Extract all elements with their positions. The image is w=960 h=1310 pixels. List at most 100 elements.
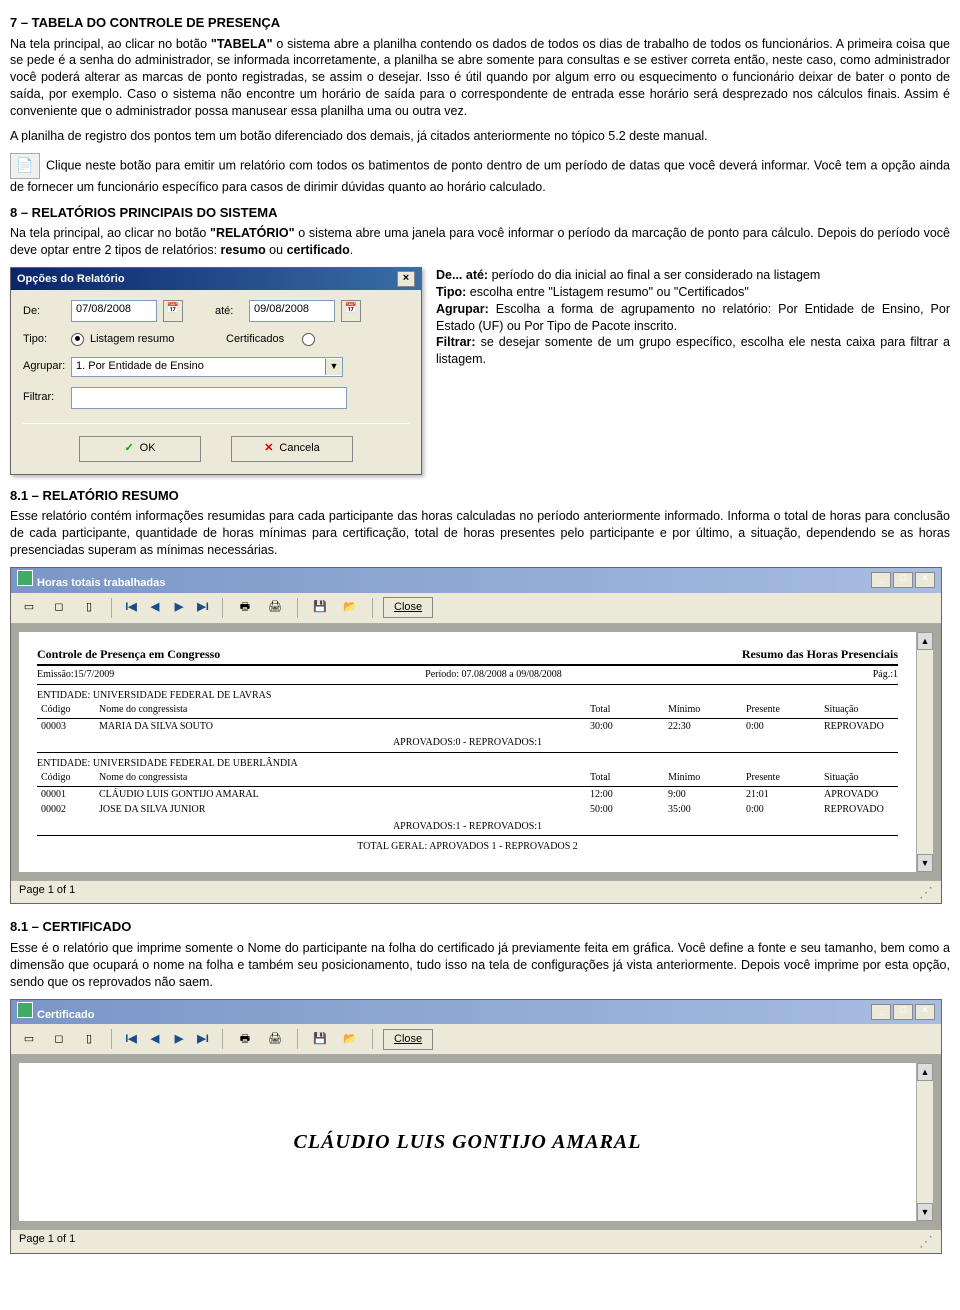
- zoom-fit-icon[interactable]: ▭: [17, 1028, 41, 1050]
- close-button[interactable]: Close: [383, 1029, 433, 1050]
- section8-title: 8 – RELATÓRIOS PRINCIPAIS DO SISTEMA: [10, 204, 950, 222]
- print-icon[interactable]: 🖨: [263, 1028, 287, 1050]
- nav-first-icon[interactable]: I◀: [122, 1028, 140, 1050]
- section7-p3: Clique neste botão para emitir um relató…: [10, 153, 950, 196]
- report-table: Código Nome do congressista Total Mínimo…: [37, 770, 898, 818]
- col-header: Situação: [820, 702, 898, 718]
- scroll-down-icon[interactable]: ▼: [917, 1203, 933, 1221]
- certificate-name: CLÁUDIO LUIS GONTIJO AMARAL: [294, 1129, 642, 1156]
- zoom-width-icon[interactable]: ▯: [77, 1028, 101, 1050]
- tipo-radio-cert[interactable]: [302, 333, 315, 346]
- text-bold: Tipo:: [436, 285, 466, 299]
- section81-title: 8.1 – RELATÓRIO RESUMO: [10, 487, 950, 505]
- nav-last-icon[interactable]: ▶I: [194, 597, 212, 619]
- col-header: Situação: [820, 770, 898, 786]
- text-bold: resumo: [221, 243, 266, 257]
- scroll-up-icon[interactable]: ▲: [917, 1063, 933, 1081]
- agrupar-combo[interactable]: 1. Por Entidade de Ensino ▼: [71, 357, 343, 377]
- scroll-down-icon[interactable]: ▼: [917, 854, 933, 872]
- col-header: Código: [37, 770, 95, 786]
- printer-setup-icon[interactable]: 🖶: [233, 1028, 257, 1050]
- report-pag: Pág.:1: [873, 668, 898, 682]
- report-header-right: Resumo das Horas Presenciais: [742, 646, 898, 662]
- report-entity: ENTIDADE: UNIVERSIDADE FEDERAL DE UBERLÂ…: [37, 753, 898, 771]
- minimize-icon[interactable]: _: [871, 572, 891, 588]
- col-header: Total: [586, 702, 664, 718]
- printer-setup-icon[interactable]: 🖶: [233, 597, 257, 619]
- report-periodo: Período: 07.08/2008 a 09/08/2008: [425, 668, 562, 682]
- report-summary: APROVADOS:1 - REPROVADOS:1: [37, 818, 898, 837]
- combo-value: 1. Por Entidade de Ensino: [76, 359, 204, 374]
- text: escolha entre "Listagem resumo" ou "Cert…: [466, 285, 748, 299]
- dialog-field-descriptions: De... até: período do dia inicial ao fin…: [436, 267, 950, 368]
- maximize-icon[interactable]: □: [893, 1004, 913, 1020]
- nav-next-icon[interactable]: ▶: [170, 1028, 188, 1050]
- text: Clique neste botão para emitir um relató…: [10, 158, 950, 194]
- open-icon[interactable]: 📂: [338, 1028, 362, 1050]
- ok-button[interactable]: ✓ OK: [79, 436, 201, 462]
- tipo-radio-resumo[interactable]: [71, 333, 84, 346]
- report-page: Controle de Presença em Congresso Resumo…: [19, 632, 916, 872]
- ok-label: OK: [140, 441, 156, 456]
- zoom-fit-icon[interactable]: ▭: [17, 597, 41, 619]
- print-icon[interactable]: 🖨: [263, 597, 287, 619]
- nav-next-icon[interactable]: ▶: [170, 597, 188, 619]
- cancel-label: Cancela: [279, 441, 319, 456]
- table-row: 00002 JOSE DA SILVA JUNIOR 50:00 35:00 0…: [37, 802, 898, 818]
- cancel-button[interactable]: ✕ Cancela: [231, 436, 353, 462]
- section81-p1: Esse relatório contém informações resumi…: [10, 508, 950, 559]
- col-header: Código: [37, 702, 95, 718]
- text-bold: "TABELA": [211, 37, 273, 51]
- text-bold: certificado: [287, 243, 350, 257]
- filtrar-label: Filtrar:: [23, 390, 65, 405]
- statusbar: Page 1 of 1 ⋰: [11, 880, 941, 904]
- cert-toolbar: ▭ ◻ ▯ I◀ ◀ ▶ ▶I 🖶 🖨 💾 📂 Close: [11, 1024, 941, 1055]
- zoom-width-icon[interactable]: ▯: [77, 597, 101, 619]
- report-total: TOTAL GERAL: APROVADOS 1 - REPROVADOS 2: [37, 836, 898, 858]
- report-emissao: Emissão:15/7/2009: [37, 668, 114, 682]
- de-input[interactable]: 07/08/2008: [71, 300, 157, 322]
- save-icon[interactable]: 💾: [308, 597, 332, 619]
- text: Na tela principal, ao clicar no botão: [10, 37, 211, 51]
- close-icon[interactable]: ×: [915, 572, 935, 588]
- minimize-icon[interactable]: _: [871, 1004, 891, 1020]
- maximize-icon[interactable]: □: [893, 572, 913, 588]
- text-bold: Agrupar:: [436, 302, 489, 316]
- dialog-title-text: Opções do Relatório: [17, 272, 125, 287]
- text-bold: De... até:: [436, 268, 488, 282]
- save-icon[interactable]: 💾: [308, 1028, 332, 1050]
- nav-last-icon[interactable]: ▶I: [194, 1028, 212, 1050]
- filtrar-input[interactable]: [71, 387, 347, 409]
- col-header: Nome do congressista: [95, 770, 586, 786]
- nav-prev-icon[interactable]: ◀: [146, 1028, 164, 1050]
- scrollbar[interactable]: ▲ ▼: [916, 632, 933, 872]
- scrollbar[interactable]: ▲ ▼: [916, 1063, 933, 1221]
- nav-first-icon[interactable]: I◀: [122, 597, 140, 619]
- page-info: Page 1 of 1: [19, 1232, 75, 1251]
- resize-grip-icon[interactable]: ⋰: [919, 883, 933, 902]
- text: se desejar somente de um grupo específic…: [436, 335, 950, 366]
- text-bold: "RELATÓRIO": [210, 226, 295, 240]
- col-header: Mínimo: [664, 770, 742, 786]
- ate-input[interactable]: 09/08/2008: [249, 300, 335, 322]
- close-icon[interactable]: ×: [397, 271, 415, 287]
- scroll-up-icon[interactable]: ▲: [917, 632, 933, 650]
- chevron-down-icon[interactable]: ▼: [325, 359, 342, 375]
- calendar-icon[interactable]: 📅: [341, 300, 361, 322]
- calendar-icon[interactable]: 📅: [163, 300, 183, 322]
- zoom-100-icon[interactable]: ◻: [47, 597, 71, 619]
- report-icon[interactable]: [10, 153, 40, 179]
- open-icon[interactable]: 📂: [338, 597, 362, 619]
- cert-title-text: Certificado: [37, 1009, 94, 1021]
- ate-label: até:: [215, 304, 243, 319]
- resize-grip-icon[interactable]: ⋰: [919, 1232, 933, 1251]
- statusbar: Page 1 of 1 ⋰: [11, 1229, 941, 1253]
- section7-title: 7 – TABELA DO CONTROLE DE PRESENÇA: [10, 14, 950, 32]
- close-icon[interactable]: ×: [915, 1004, 935, 1020]
- dialog-titlebar: Opções do Relatório ×: [11, 268, 421, 290]
- nav-prev-icon[interactable]: ◀: [146, 597, 164, 619]
- tipo-cert-label: Certificados: [226, 332, 284, 347]
- close-button[interactable]: Close: [383, 597, 433, 618]
- zoom-100-icon[interactable]: ◻: [47, 1028, 71, 1050]
- text-bold: Filtrar:: [436, 335, 476, 349]
